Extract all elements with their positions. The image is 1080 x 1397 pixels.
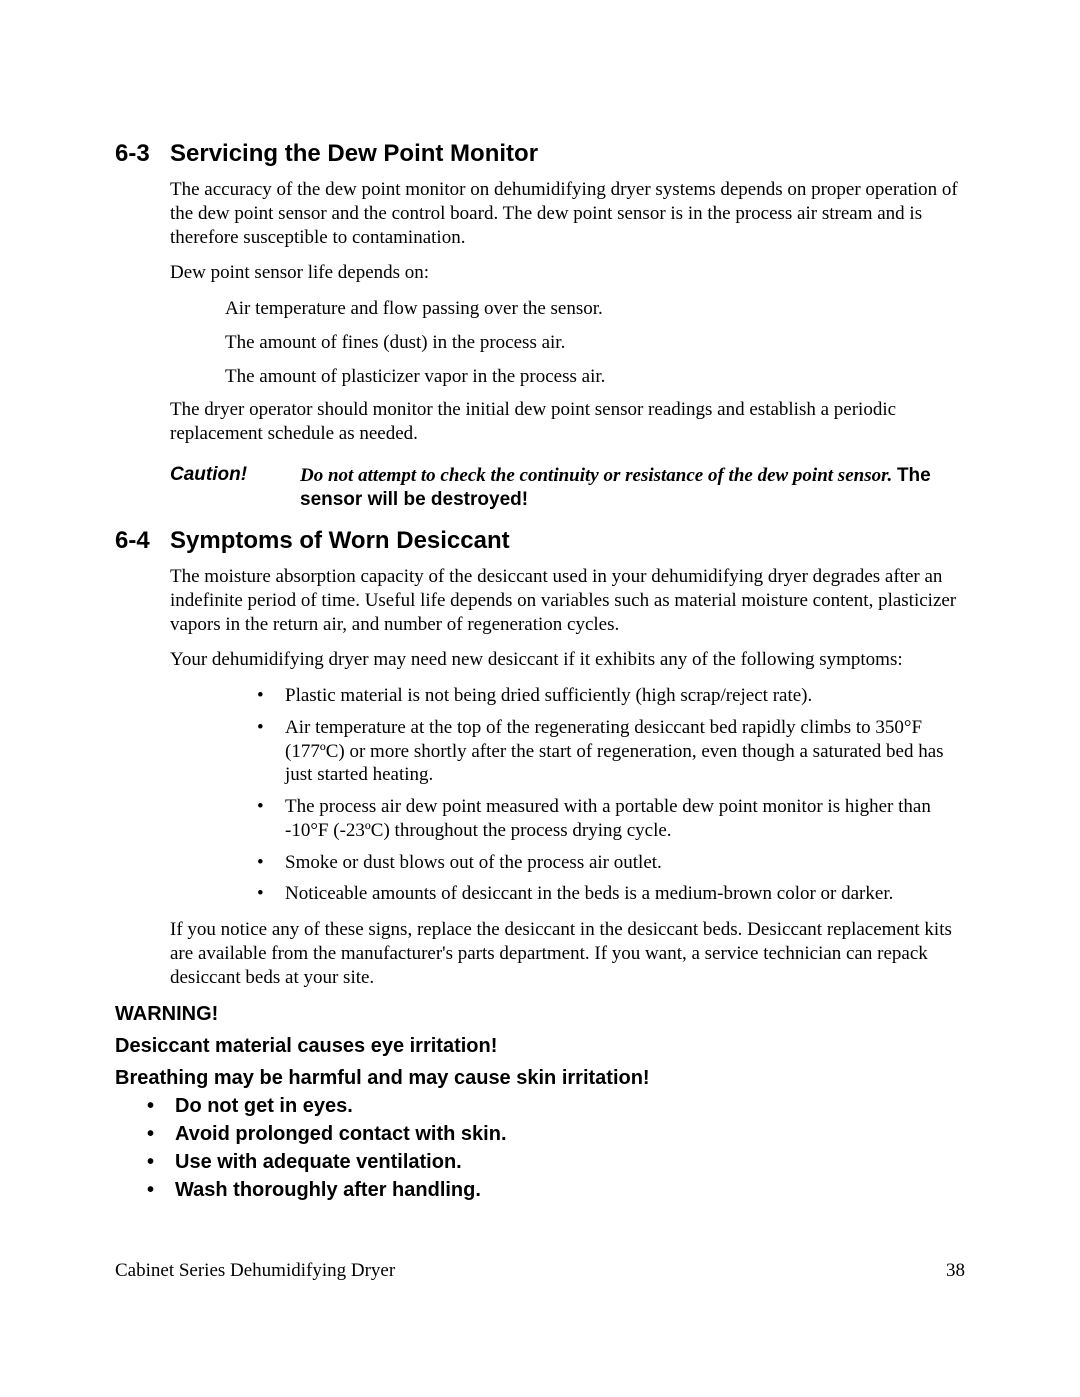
dependency-list: Air temperature and flow passing over th…	[225, 297, 965, 388]
paragraph: The accuracy of the dew point monitor on…	[170, 178, 965, 249]
list-item: Air temperature at the top of the regene…	[285, 716, 965, 787]
footer-page-number: 38	[946, 1260, 965, 1282]
paragraph: The moisture absorption capacity of the …	[170, 565, 965, 636]
list-item: The amount of fines (dust) in the proces…	[225, 331, 965, 355]
list-item: Noticeable amounts of desiccant in the b…	[285, 882, 965, 906]
list-item: Air temperature and flow passing over th…	[225, 297, 965, 321]
list-item: Avoid prolonged contact with skin.	[175, 1121, 965, 1148]
warning-subheading: Breathing may be harmful and may cause s…	[115, 1065, 965, 1091]
list-item: Plastic material is not being dried suff…	[285, 684, 965, 708]
list-item: The amount of plasticizer vapor in the p…	[225, 365, 965, 389]
paragraph: Your dehumidifying dryer may need new de…	[170, 648, 965, 672]
footer-left: Cabinet Series Dehumidifying Dryer	[115, 1260, 395, 1282]
paragraph: The dryer operator should monitor the in…	[170, 398, 965, 446]
list-item: Do not get in eyes.	[175, 1093, 965, 1120]
page-footer: Cabinet Series Dehumidifying Dryer 38	[115, 1260, 965, 1282]
section-6-4-closing: If you notice any of these signs, replac…	[170, 918, 965, 989]
symptoms-list: Plastic material is not being dried suff…	[170, 684, 965, 906]
section-6-4-heading: 6-4 Symptoms of Worn Desiccant	[115, 527, 965, 555]
section-6-3-heading: 6-3 Servicing the Dew Point Monitor	[115, 140, 965, 168]
list-item: Smoke or dust blows out of the process a…	[285, 851, 965, 875]
section-title: Servicing the Dew Point Monitor	[170, 140, 538, 168]
section-6-3-body: The accuracy of the dew point monitor on…	[170, 178, 965, 446]
document-page: 6-3 Servicing the Dew Point Monitor The …	[0, 0, 1080, 1397]
section-6-4-body: The moisture absorption capacity of the …	[170, 565, 965, 672]
paragraph: If you notice any of these signs, replac…	[170, 918, 965, 989]
section-title: Symptoms of Worn Desiccant	[170, 527, 510, 555]
list-item: Wash thoroughly after handling.	[175, 1177, 965, 1204]
list-item: The process air dew point measured with …	[285, 795, 965, 843]
caution-label: Caution!	[170, 464, 300, 513]
caution-italic-text: Do not attempt to check the continuity o…	[300, 465, 892, 486]
list-item: Use with adequate ventilation.	[175, 1149, 965, 1176]
section-number: 6-4	[115, 527, 170, 555]
warning-heading: WARNING!	[115, 1001, 965, 1027]
paragraph: Dew point sensor life depends on:	[170, 261, 965, 285]
section-number: 6-3	[115, 140, 170, 168]
warning-list: Do not get in eyes. Avoid prolonged cont…	[115, 1093, 965, 1204]
warning-subheading: Desiccant material causes eye irritation…	[115, 1033, 965, 1059]
caution-text: Do not attempt to check the continuity o…	[300, 464, 965, 513]
caution-block: Caution! Do not attempt to check the con…	[170, 464, 965, 513]
